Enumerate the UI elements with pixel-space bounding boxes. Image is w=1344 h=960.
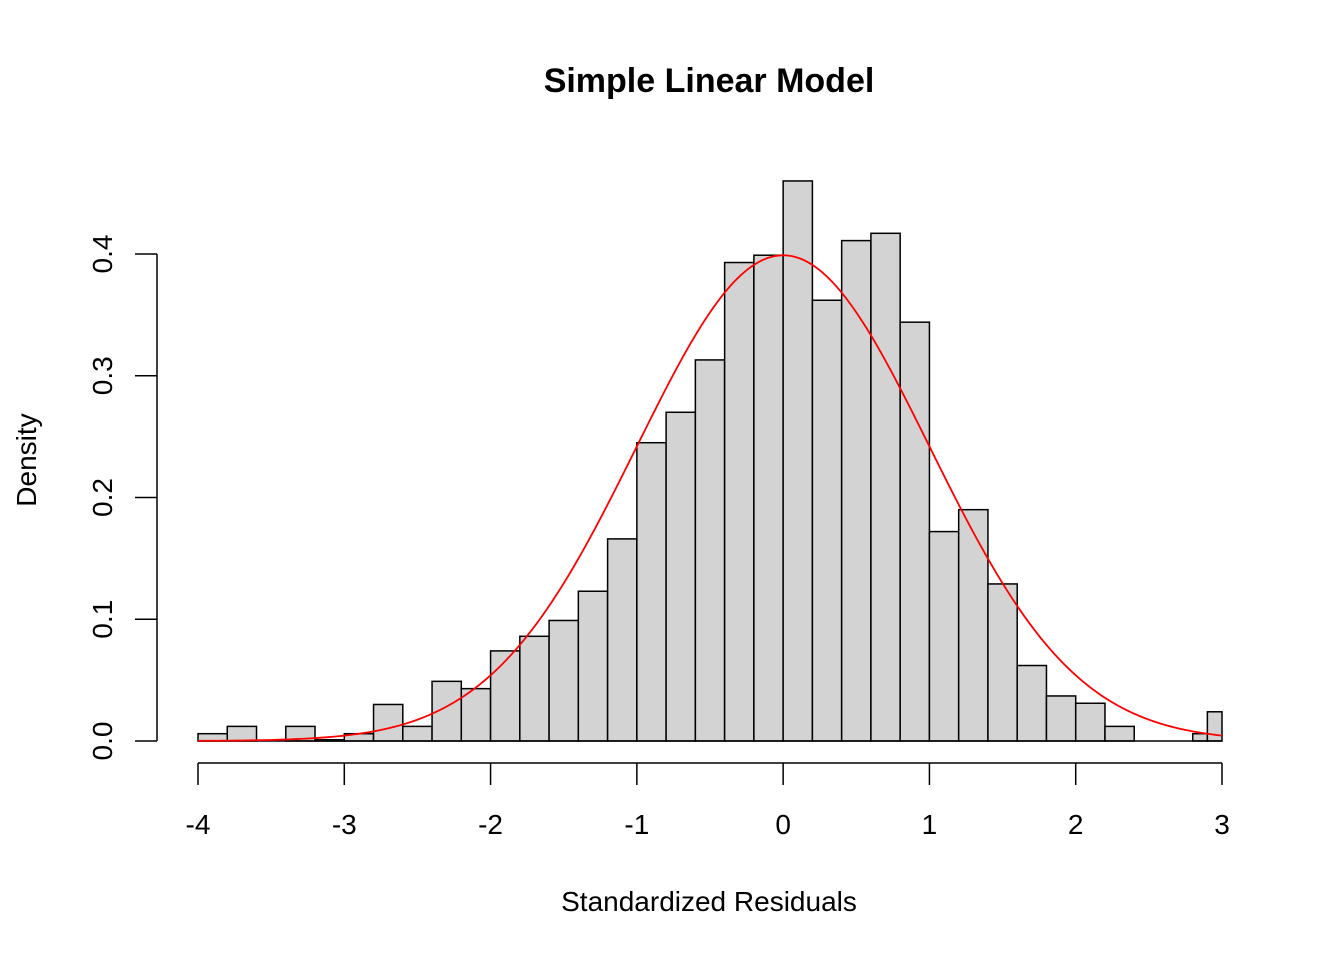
histogram-bar	[636, 441, 667, 742]
x-tick-label: -3	[332, 809, 357, 840]
histogram-bar	[489, 650, 521, 742]
histogram-bar	[548, 619, 580, 742]
y-tick-label: 0.1	[87, 600, 118, 639]
histogram-bar	[753, 254, 784, 742]
histogram-bar	[665, 411, 697, 742]
histogram-bar	[840, 239, 872, 742]
histogram-bar	[1016, 664, 1048, 742]
x-tick-label: -2	[478, 809, 503, 840]
histogram-bar	[870, 232, 901, 742]
x-tick-label: -4	[186, 809, 211, 840]
x-axis-label: Standardized Residuals	[561, 886, 857, 917]
histogram-bar	[372, 703, 404, 742]
histogram-bar	[694, 359, 726, 742]
histogram-bar	[1074, 702, 1106, 742]
histogram-bar	[811, 299, 843, 742]
histogram-bar	[577, 590, 609, 742]
histogram-bar	[460, 687, 492, 742]
curve-layer	[197, 254, 1223, 742]
y-tick-label: 0.3	[87, 356, 118, 395]
histogram-bar	[402, 725, 433, 742]
histogram-bar	[606, 538, 638, 742]
y-tick-label: 0.4	[87, 235, 118, 274]
histogram-bar	[1191, 732, 1209, 742]
histogram-bar	[723, 261, 755, 742]
chart-title: Simple Linear Model	[544, 62, 875, 100]
x-tick-label: 2	[1068, 809, 1084, 840]
y-tick-label: 0.0	[87, 722, 118, 761]
y-axis: 0.0 0.1 0.2 0.3 0.4	[87, 235, 158, 761]
histogram-bar	[987, 583, 1018, 742]
x-tick-label: 1	[922, 809, 938, 840]
histogram-bar	[1206, 711, 1223, 742]
x-tick-label: 0	[775, 809, 791, 840]
histogram-bar	[782, 180, 814, 742]
y-tick-label: 0.2	[87, 478, 118, 517]
bars-layer	[197, 180, 1223, 742]
histogram-bar	[957, 508, 989, 742]
y-axis-label: Density	[11, 413, 42, 506]
histogram-bar	[1045, 695, 1077, 742]
x-tick-label: 3	[1214, 809, 1230, 840]
normal-density-curve	[197, 254, 1223, 742]
histogram-bar	[928, 530, 960, 742]
histogram-bar	[519, 635, 550, 742]
histogram-bar	[899, 321, 931, 742]
histogram-bar	[1104, 725, 1135, 742]
x-tick-label: -1	[624, 809, 649, 840]
histogram-bar	[226, 725, 258, 742]
x-axis: -4 -3 -2 -1 0 1 2 3	[186, 762, 1230, 840]
